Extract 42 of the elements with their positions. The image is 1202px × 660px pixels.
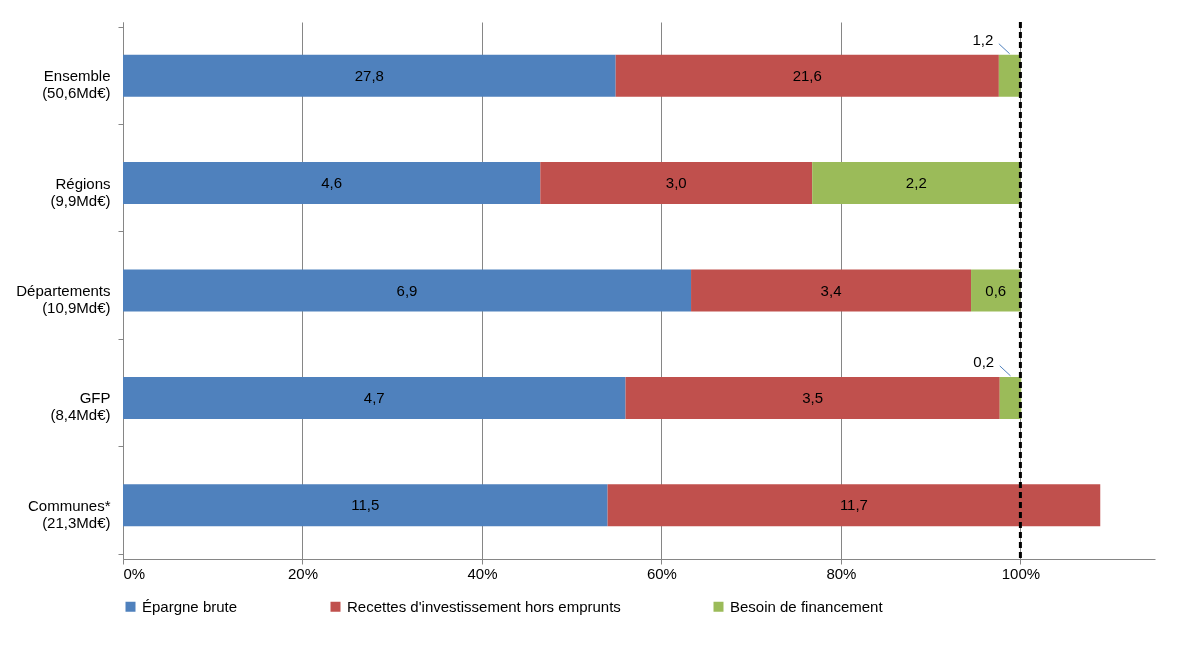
y-tick-label: Départements (10,9Md€) <box>16 282 111 316</box>
annotation: 21,6 <box>792 66 822 84</box>
annotation: 11,5 <box>351 496 380 514</box>
bar <box>615 54 999 97</box>
bar <box>812 162 1021 205</box>
x-tick-label: 0% <box>123 564 146 582</box>
bar <box>540 162 813 205</box>
annotation: 1,2 <box>972 30 994 48</box>
bar <box>625 376 1000 419</box>
annotation: 4,7 <box>363 388 385 406</box>
annotation: 27,8 <box>354 66 384 84</box>
annotation: 0,6 <box>985 281 1007 299</box>
annotation: 3,0 <box>665 174 687 192</box>
annotation: 3,5 <box>802 388 824 406</box>
bar <box>971 269 1021 312</box>
x-tick-label: 80% <box>826 564 857 582</box>
annotation: 3,4 <box>820 281 842 299</box>
bar <box>123 54 616 97</box>
annotation: 4,6 <box>321 174 343 192</box>
bar <box>123 269 692 312</box>
x-tick-label: 20% <box>287 564 318 582</box>
annotation: 0,2 <box>973 352 995 370</box>
legend-label: Épargne brute <box>142 597 238 615</box>
bar <box>123 484 608 527</box>
y-tick-label: GFP (8,4Md€) <box>50 389 111 424</box>
legend-label: Recettes d'investissement hors emprunts <box>347 597 621 615</box>
bar <box>123 162 541 205</box>
annotation: 11,7 <box>839 496 868 514</box>
bar <box>607 484 1101 527</box>
bar <box>123 376 626 419</box>
x-tick-label: 40% <box>467 564 498 582</box>
y-tick-label: Ensemble (50,6Md€) <box>42 67 111 102</box>
y-tick-label: Communes* (21,3Md€) <box>27 496 111 531</box>
annotation: 2,2 <box>905 174 927 192</box>
legend-label: Besoin de financement <box>730 597 884 615</box>
bar <box>691 269 972 312</box>
x-tick-label: 100% <box>1001 564 1041 582</box>
annotation: 6,9 <box>396 281 418 299</box>
bar <box>999 376 1022 419</box>
x-tick-label: 60% <box>646 564 677 582</box>
y-tick-label: Régions (9,9Md€) <box>50 174 111 209</box>
bar <box>998 54 1021 97</box>
